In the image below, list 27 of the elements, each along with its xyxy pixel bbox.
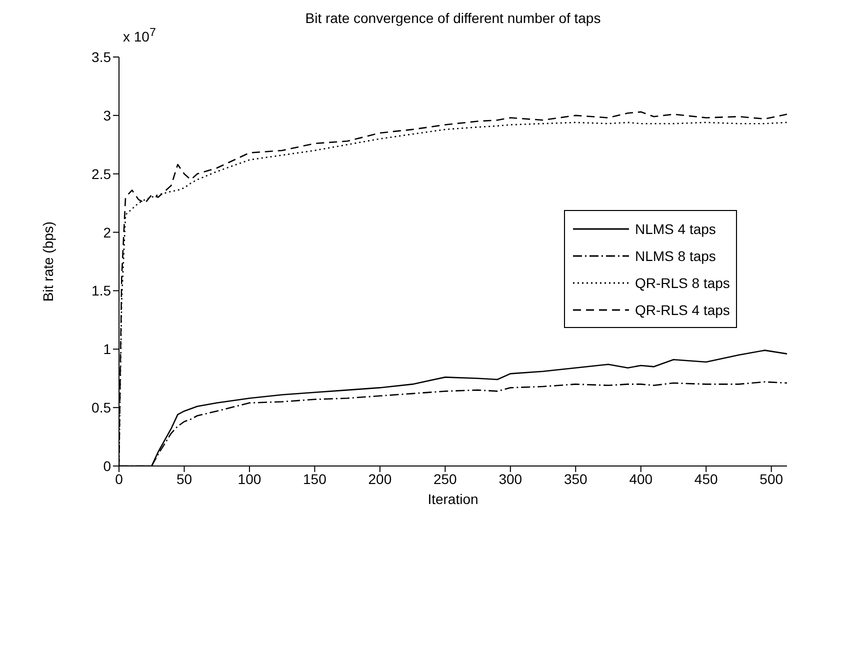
y-tick-label: 1: [103, 341, 112, 358]
x-tick-label: 100: [238, 470, 262, 487]
y-tick-label: 2: [103, 224, 112, 240]
x-axis-title: Iteration: [428, 491, 478, 507]
y-tick-label: 1.5: [92, 282, 112, 299]
x-tick-label: 200: [368, 470, 392, 487]
y-tick-label: 2.5: [92, 166, 112, 182]
chart-title: Bit rate convergence of different number of taps: [304, 10, 602, 26]
legend-label: QR-RLS 4 taps: [635, 302, 730, 318]
x-tick-label: 50: [176, 470, 192, 487]
x-tick-label: 450: [694, 470, 718, 487]
text: x 10$^{7}$: [123, 26, 156, 45]
x-tick-label: 350: [564, 470, 588, 487]
x-tick-label: 400: [629, 470, 653, 487]
y-tick-label: 3: [103, 107, 112, 124]
legend-label: NLMS 4 taps: [635, 220, 716, 236]
x-tick-label: 500: [760, 470, 784, 487]
y-tick-label: 3.5: [92, 48, 112, 65]
y-tick-label: 0.5: [92, 400, 112, 416]
legend-label: QR-RLS 8 taps: [635, 274, 730, 290]
x-tick-label: 0: [115, 470, 124, 487]
x-tick-label: 250: [433, 470, 458, 487]
y-axis-title: Bit rate (bps): [40, 221, 56, 302]
y-tick-label: 0: [103, 458, 112, 474]
legend-label: NLMS 8 taps: [635, 248, 716, 264]
x-tick-label: 300: [498, 470, 522, 487]
x-tick-label: 150: [303, 470, 327, 487]
